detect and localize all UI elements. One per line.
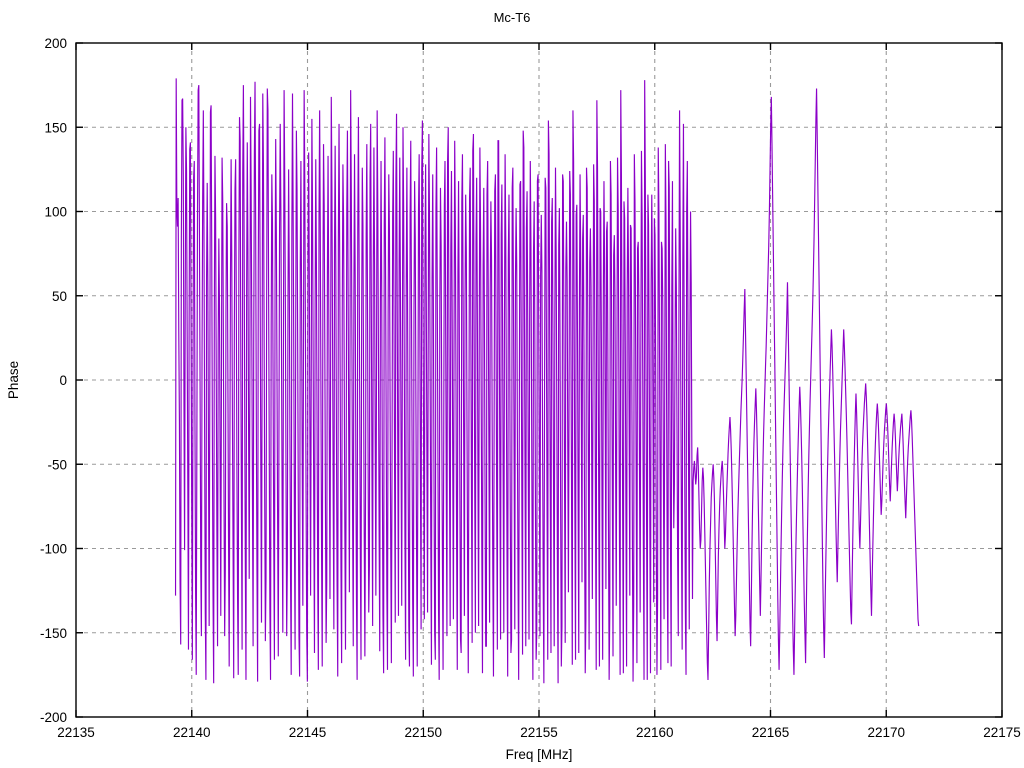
y-tick-label: 0 [59,373,67,388]
x-tick-label: 22135 [57,725,95,740]
y-tick-label: -50 [47,457,67,472]
x-tick-label: 22150 [404,725,442,740]
x-tick-label: 22165 [752,725,790,740]
x-tick-label: 22160 [636,725,674,740]
data-series [174,78,920,684]
data-line-phase [174,78,920,684]
y-axis-title: Phase [6,361,21,399]
y-tick-label: 50 [52,289,67,304]
y-tick-labels: -200 -150 -100 -50 0 50 100 150 200 [40,36,67,725]
y-tick-label: 200 [44,36,67,51]
x-tick-label: 22145 [289,725,327,740]
x-tick-labels: 22135 22140 22145 22150 22155 22160 22165 22170… [57,725,1021,740]
x-tick-label: 22155 [520,725,558,740]
y-tick-label: 150 [44,120,67,135]
x-tick-label: 22175 [983,725,1021,740]
y-tick-label: 100 [44,205,67,220]
tick-marks [75,42,1003,718]
x-tick-label: 22170 [867,725,905,740]
y-tick-label: -200 [40,710,67,725]
y-tick-label: -150 [40,626,67,641]
x-axis-title: Freq [MHz] [506,747,573,762]
y-tick-label: -100 [40,542,67,557]
x-tick-label: 22140 [173,725,211,740]
chart-title: Mc-T6 [493,10,531,25]
